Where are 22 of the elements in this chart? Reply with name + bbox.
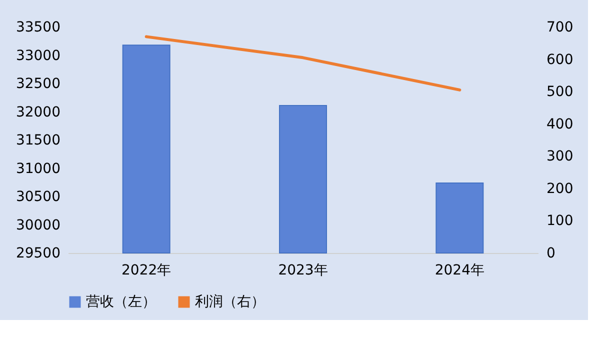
y-tick-label: 32000 bbox=[16, 104, 60, 120]
x-tick-label: 2023年 bbox=[278, 262, 328, 278]
y2-tick-label: 0 bbox=[546, 246, 556, 262]
y-tick-label: 29500 bbox=[16, 246, 60, 262]
x-tick-label: 2022年 bbox=[122, 262, 172, 278]
y2-tick-label: 100 bbox=[546, 213, 574, 230]
y2-tick-label: 500 bbox=[546, 84, 574, 100]
y-tick-label: 33000 bbox=[16, 48, 60, 64]
y2-tick-label: 400 bbox=[546, 116, 574, 132]
y-tick-label: 31000 bbox=[16, 160, 60, 177]
y-tick-label: 30500 bbox=[16, 189, 60, 205]
y-tick-label: 31500 bbox=[16, 132, 60, 148]
y-tick-label: 30000 bbox=[16, 217, 60, 234]
legend-label: 营收（左） bbox=[86, 294, 156, 310]
x-tick-label: 2024年 bbox=[434, 262, 484, 278]
legend-label: 利润（右） bbox=[195, 294, 265, 310]
y2-tick-label: 700 bbox=[546, 20, 574, 36]
y2-tick-label: 200 bbox=[546, 180, 574, 197]
y2-tick-label: 600 bbox=[546, 52, 574, 68]
y-tick-label: 32500 bbox=[16, 76, 60, 92]
y2-tick-label: 300 bbox=[546, 148, 574, 165]
y-tick-label: 33500 bbox=[16, 20, 60, 36]
